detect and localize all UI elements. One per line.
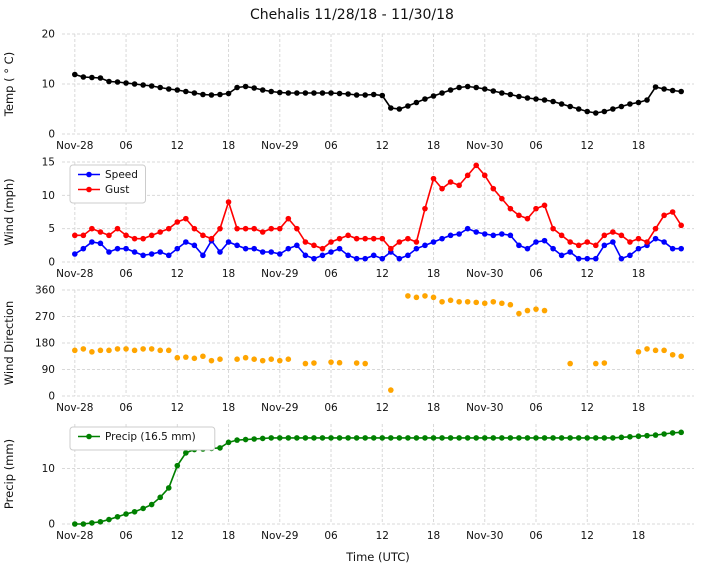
svg-text:12: 12 bbox=[171, 140, 184, 152]
temp-panel: Nov-28 06 12 18 Nov-29 06 12 18 Nov-30 06 12 18 0 10 2… bbox=[2, 29, 694, 153]
svg-text:06: 06 bbox=[324, 530, 338, 542]
svg-text:15: 15 bbox=[42, 157, 55, 169]
svg-text:12: 12 bbox=[581, 268, 594, 280]
svg-text:Nov-29: Nov-29 bbox=[261, 268, 298, 280]
svg-text:18: 18 bbox=[222, 268, 235, 280]
svg-text:12: 12 bbox=[581, 402, 594, 414]
svg-text:Nov-28: Nov-28 bbox=[56, 402, 93, 414]
svg-text:06: 06 bbox=[119, 402, 133, 414]
svg-text:180: 180 bbox=[35, 338, 55, 350]
svg-text:Nov-29: Nov-29 bbox=[261, 402, 298, 414]
svg-text:0: 0 bbox=[48, 257, 55, 269]
wind-direction-panel: Nov-28 06 12 18 Nov-29 06 12 18 Nov-30 06 12 180901… bbox=[2, 285, 694, 415]
svg-text:270: 270 bbox=[35, 311, 55, 323]
svg-text:Nov-28: Nov-28 bbox=[56, 268, 93, 280]
svg-text:06: 06 bbox=[529, 140, 543, 152]
wind-tick-labels: Nov-28 06 12 18 Nov-29 06 12 18 Nov-30 06 12 18 0 5 10… bbox=[42, 157, 646, 281]
svg-text:06: 06 bbox=[324, 268, 338, 280]
svg-text:Nov-30: Nov-30 bbox=[466, 530, 503, 542]
svg-text:12: 12 bbox=[376, 530, 389, 542]
svg-text:Nov-28: Nov-28 bbox=[56, 530, 93, 542]
svg-text:Precip (16.5 mm): Precip (16.5 mm) bbox=[105, 431, 196, 443]
svg-text:18: 18 bbox=[427, 268, 440, 280]
svg-text:20: 20 bbox=[42, 29, 55, 41]
svg-text:06: 06 bbox=[119, 530, 133, 542]
precip-panel: Nov-28 06 12 18 Nov-29 06 12 18 Nov-30 06 12 18 0 10 P… bbox=[2, 424, 694, 564]
svg-text:12: 12 bbox=[171, 530, 184, 542]
wind-grid bbox=[62, 161, 694, 263]
wind-ylabel: Wind (mph) bbox=[2, 178, 16, 245]
svg-text:10: 10 bbox=[42, 190, 55, 202]
temp-ylabel: Temp ( ° C) bbox=[2, 52, 16, 117]
svg-text:0: 0 bbox=[48, 391, 55, 403]
svg-text:18: 18 bbox=[222, 402, 235, 414]
wind-legend: Speed Gust bbox=[69, 164, 146, 204]
temp-series-temp bbox=[72, 71, 684, 116]
precip-series-precip-16-5-mm- bbox=[72, 429, 684, 527]
svg-text:12: 12 bbox=[376, 268, 389, 280]
precip-ylabel: Precip (mm) bbox=[2, 439, 16, 509]
svg-text:12: 12 bbox=[581, 140, 594, 152]
temp-tick-labels: Nov-28 06 12 18 Nov-29 06 12 18 Nov-30 06 12 18 0 10 2… bbox=[42, 29, 646, 153]
svg-text:06: 06 bbox=[529, 530, 543, 542]
svg-text:Gust: Gust bbox=[105, 184, 129, 196]
wind-direction-ylabel: Wind Direction bbox=[2, 301, 16, 386]
wind-panel: Nov-28 06 12 18 Nov-29 06 12 18 Nov-30 06 12 18 0 5 10… bbox=[2, 157, 694, 281]
svg-text:18: 18 bbox=[222, 530, 235, 542]
svg-text:18: 18 bbox=[222, 140, 235, 152]
wind-series-speed bbox=[72, 225, 684, 262]
svg-text:12: 12 bbox=[376, 140, 389, 152]
svg-text:Nov-30: Nov-30 bbox=[466, 402, 503, 414]
svg-text:0: 0 bbox=[48, 519, 55, 531]
svg-text:12: 12 bbox=[376, 402, 389, 414]
svg-text:06: 06 bbox=[324, 402, 338, 414]
precip-legend: Precip (16.5 mm) bbox=[69, 426, 216, 451]
temp-grid bbox=[62, 33, 694, 135]
svg-text:06: 06 bbox=[529, 268, 543, 280]
svg-text:18: 18 bbox=[632, 402, 645, 414]
wind-direction-tick-labels: Nov-28 06 12 18 Nov-29 06 12 18 Nov-30 06 12 180901… bbox=[35, 285, 645, 415]
svg-text:06: 06 bbox=[119, 268, 133, 280]
svg-text:06: 06 bbox=[529, 402, 543, 414]
svg-text:18: 18 bbox=[632, 530, 645, 542]
svg-text:06: 06 bbox=[119, 140, 133, 152]
svg-text:18: 18 bbox=[427, 530, 440, 542]
svg-text:12: 12 bbox=[171, 402, 184, 414]
svg-text:0: 0 bbox=[48, 129, 55, 141]
svg-text:12: 12 bbox=[171, 268, 184, 280]
svg-text:18: 18 bbox=[427, 402, 440, 414]
svg-text:Nov-28: Nov-28 bbox=[56, 140, 93, 152]
svg-text:18: 18 bbox=[632, 268, 645, 280]
svg-text:Speed: Speed bbox=[105, 169, 138, 181]
chart-title: Chehalis 11/28/18 - 11/30/18 bbox=[250, 7, 454, 23]
svg-text:18: 18 bbox=[632, 140, 645, 152]
svg-text:Nov-29: Nov-29 bbox=[261, 530, 298, 542]
svg-text:5: 5 bbox=[48, 223, 55, 235]
svg-text:Nov-30: Nov-30 bbox=[466, 140, 503, 152]
svg-text:360: 360 bbox=[35, 285, 55, 297]
x-axis-label: Time (UTC) bbox=[345, 550, 410, 564]
wind-direction-series-wind-direction bbox=[72, 293, 684, 393]
svg-text:06: 06 bbox=[324, 140, 338, 152]
svg-text:10: 10 bbox=[42, 79, 55, 91]
precip-tick-labels: Nov-28 06 12 18 Nov-29 06 12 18 Nov-30 06 12 18 0 10 bbox=[42, 463, 646, 542]
svg-text:18: 18 bbox=[427, 140, 440, 152]
svg-text:90: 90 bbox=[42, 364, 55, 376]
svg-text:Nov-29: Nov-29 bbox=[261, 140, 298, 152]
svg-text:12: 12 bbox=[581, 530, 594, 542]
wind-series-gust bbox=[72, 162, 684, 252]
wind-direction-grid bbox=[62, 289, 694, 397]
svg-text:10: 10 bbox=[42, 463, 55, 475]
svg-text:Nov-30: Nov-30 bbox=[466, 268, 503, 280]
